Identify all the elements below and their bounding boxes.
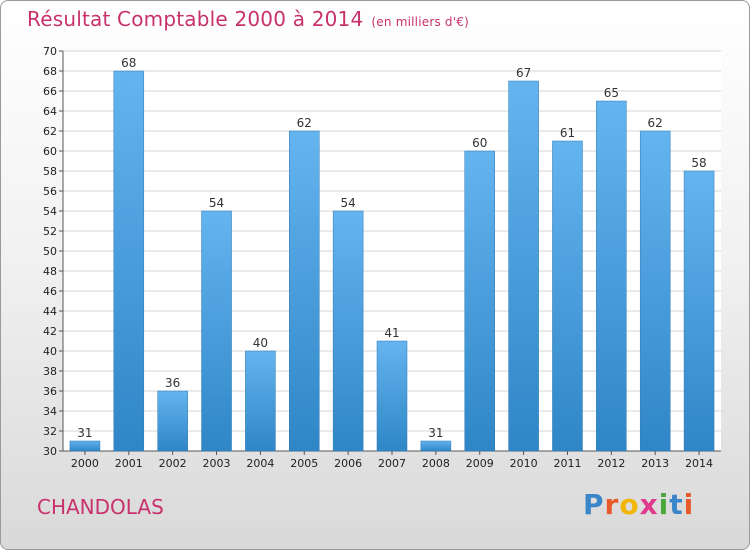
x-tick-label: 2005 — [290, 457, 318, 470]
y-tick-label: 46 — [43, 285, 57, 298]
y-tick-label: 58 — [43, 165, 57, 178]
y-tick-label: 62 — [43, 125, 57, 138]
x-tick-label: 2014 — [685, 457, 713, 470]
x-tick-label: 2006 — [334, 457, 362, 470]
x-tick-label: 2000 — [71, 457, 99, 470]
bar — [289, 130, 320, 452]
y-tick-label: 40 — [43, 345, 57, 358]
bar — [596, 100, 627, 452]
x-tick-label: 2009 — [466, 457, 494, 470]
bar — [69, 440, 101, 452]
bar — [332, 210, 364, 452]
y-tick-label: 30 — [43, 445, 57, 458]
y-tick-label: 64 — [43, 105, 57, 118]
logo-letter: x — [639, 488, 659, 521]
chart-title-block: Résultat Comptable 2000 à 2014 (en millie… — [27, 7, 469, 31]
y-tick-label: 32 — [43, 425, 57, 438]
x-tick-label: 2002 — [159, 457, 187, 470]
x-tick-label: 2001 — [115, 457, 143, 470]
y-tick-label: 42 — [43, 325, 57, 338]
bar — [420, 440, 452, 452]
y-tick-label: 56 — [43, 185, 57, 198]
data-label: 62 — [648, 116, 663, 130]
x-tick-label: 2004 — [246, 457, 274, 470]
y-tick-label: 38 — [43, 365, 57, 378]
chart-subtitle: (en milliers d'€) — [371, 15, 469, 29]
data-label: 40 — [253, 336, 268, 350]
bar — [245, 350, 276, 452]
data-label: 41 — [384, 326, 399, 340]
y-tick-label: 48 — [43, 265, 57, 278]
x-tick-label: 2003 — [203, 457, 231, 470]
data-label: 54 — [340, 196, 355, 210]
data-label: 36 — [165, 376, 180, 390]
logo-letter: i — [658, 488, 670, 521]
y-tick-label: 60 — [43, 145, 57, 158]
chart-title: Résultat Comptable 2000 à 2014 — [27, 7, 364, 31]
x-tick-label: 2011 — [553, 457, 581, 470]
x-tick-label: 2013 — [641, 457, 669, 470]
bar — [552, 140, 583, 452]
data-label: 31 — [428, 426, 443, 440]
y-tick-label: 70 — [43, 45, 57, 58]
proxiti-logo: Proxiti — [583, 488, 694, 521]
y-tick-label: 52 — [43, 225, 57, 238]
commune-name: CHANDOLAS — [37, 495, 164, 519]
y-tick-label: 66 — [43, 85, 57, 98]
x-tick-label: 2008 — [422, 457, 450, 470]
x-tick-label: 2007 — [378, 457, 406, 470]
logo-letter: i — [683, 488, 695, 521]
bar — [157, 390, 188, 452]
data-label: 58 — [691, 156, 706, 170]
data-label: 65 — [604, 86, 619, 100]
data-label: 31 — [77, 426, 92, 440]
y-tick-label: 68 — [43, 65, 57, 78]
data-label: 68 — [121, 56, 136, 70]
logo-letter: t — [669, 488, 684, 521]
data-label: 67 — [516, 66, 531, 80]
bar — [508, 80, 539, 452]
bar — [376, 340, 408, 452]
bar — [639, 130, 671, 452]
y-tick-label: 50 — [43, 245, 57, 258]
y-tick-label: 34 — [43, 405, 57, 418]
data-label: 54 — [209, 196, 224, 210]
bar — [113, 70, 145, 452]
bar — [464, 150, 495, 452]
data-label: 60 — [472, 136, 487, 150]
bar — [201, 210, 232, 452]
y-tick-label: 54 — [43, 205, 57, 218]
x-tick-label: 2012 — [597, 457, 625, 470]
data-label: 62 — [297, 116, 312, 130]
bar — [683, 170, 715, 452]
logo-letter: o — [619, 488, 640, 521]
x-tick-label: 2010 — [510, 457, 538, 470]
logo-letter: P — [583, 488, 605, 521]
logo-letter: r — [604, 488, 620, 521]
data-label: 61 — [560, 126, 575, 140]
y-tick-label: 44 — [43, 305, 57, 318]
y-tick-label: 36 — [43, 385, 57, 398]
